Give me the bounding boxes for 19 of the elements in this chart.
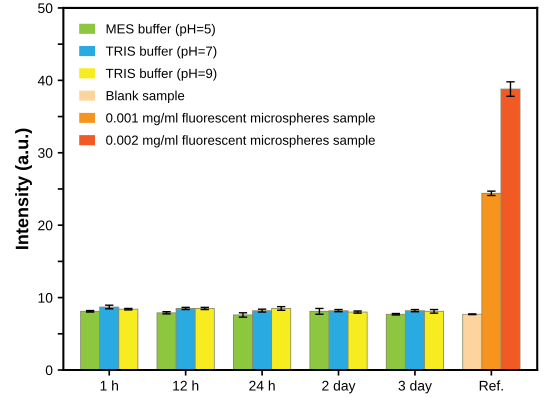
y-tick-label: 30 xyxy=(38,148,52,158)
legend-label: MES buffer (pH=5) xyxy=(106,24,215,36)
y-tick-label: 50 xyxy=(38,3,52,14)
legend-label: Blank sample xyxy=(106,90,184,103)
legend-label: 0.002 mg/ml fluorescent microspheres sample xyxy=(106,135,375,148)
x-tick-label: Ref. xyxy=(480,380,503,391)
legend-label: TRIS buffer (pH=7) xyxy=(106,46,216,58)
x-tick-label: 1 h xyxy=(100,380,118,390)
y-tick-label: 40 xyxy=(38,76,52,86)
x-tick-label: 2 day xyxy=(322,380,356,394)
x-tick-label: 24 h xyxy=(249,380,275,390)
legend-label: 0.001 mg/ml fluorescent microspheres sample xyxy=(106,112,375,126)
y-tick-label: 0 xyxy=(46,365,52,376)
y-axis-title: Intensity (a.u.) xyxy=(15,128,32,249)
y-tick-label: 10 xyxy=(38,292,52,303)
y-tick-label: 20 xyxy=(38,220,52,230)
x-tick-label: 12 h xyxy=(173,380,198,390)
x-tick-label: 3 day xyxy=(398,380,432,394)
legend-label: TRIS buffer (pH=9) xyxy=(106,68,216,81)
